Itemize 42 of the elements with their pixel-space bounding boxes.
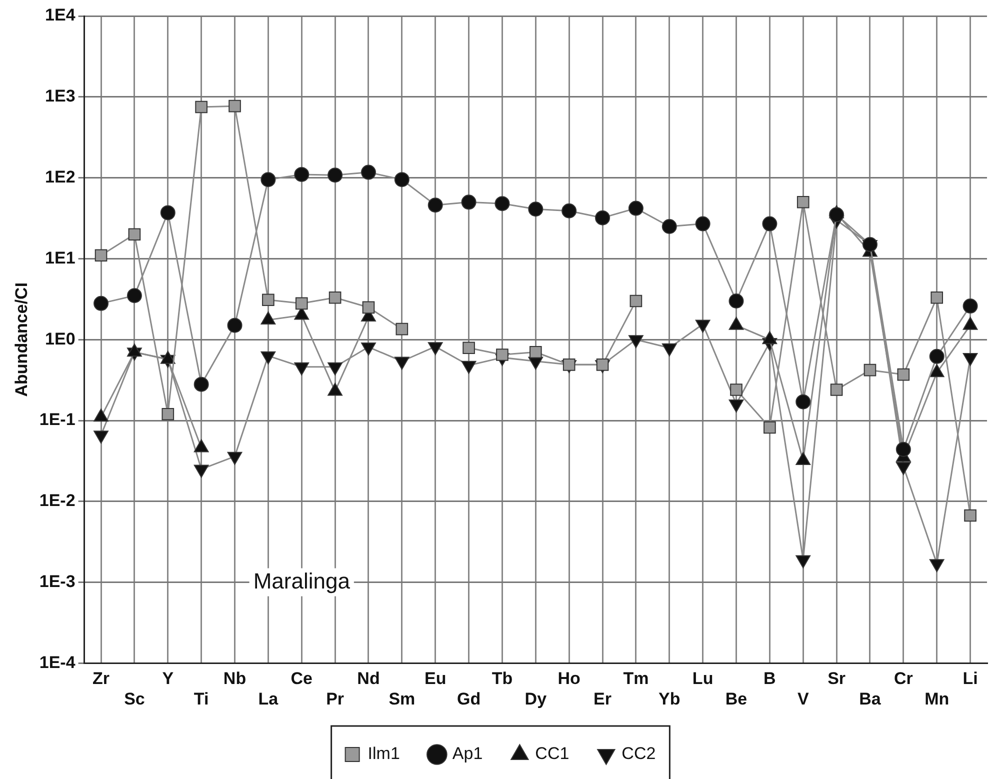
x-tick-label: V xyxy=(797,689,810,708)
y-tick-label: 1E4 xyxy=(45,6,76,25)
x-tick-label: La xyxy=(258,689,279,708)
x-tick-label: Y xyxy=(162,669,174,688)
x-tick-label: Er xyxy=(594,689,612,708)
y-axis-title: Abundance/CI xyxy=(12,282,31,397)
x-tick-label: Ba xyxy=(859,689,882,708)
x-tick-label: Sm xyxy=(388,689,416,708)
y-tick-label: 1E1 xyxy=(45,248,76,268)
legend-label: CC1 xyxy=(535,744,570,764)
legend-label: Ilm1 xyxy=(368,744,400,764)
legend-label: CC2 xyxy=(622,744,656,764)
x-tick-label: Zr xyxy=(92,669,110,688)
x-tick-label: Ho xyxy=(558,669,580,688)
x-tick-label: Ti xyxy=(194,689,209,708)
x-tick-label: Tm xyxy=(623,669,649,688)
x-tick-label: Cr xyxy=(894,669,914,688)
x-tick-label: Gd xyxy=(456,689,481,708)
x-tick-label: Be xyxy=(725,689,748,708)
x-tick-label: Ce xyxy=(290,669,312,688)
y-tick-label: 1E2 xyxy=(45,167,76,186)
x-tick-label: Tb xyxy=(492,669,513,688)
y-tick-label: 1E3 xyxy=(45,86,76,106)
y-tick-label: 1E-2 xyxy=(39,491,76,510)
x-tick-label: Li xyxy=(962,669,978,688)
x-tick-label: Mn xyxy=(924,689,950,708)
x-tick-label: Lu xyxy=(692,669,714,688)
x-tick-label: Eu xyxy=(424,669,446,688)
y-tick-label: 1E-4 xyxy=(39,652,76,672)
x-tick-label: Nd xyxy=(357,669,380,688)
x-tick-label: B xyxy=(764,669,776,688)
x-tick-label: Pr xyxy=(326,689,344,708)
y-tick-label: 1E-1 xyxy=(39,410,76,430)
x-tick-label: Yb xyxy=(658,689,680,708)
y-tick-label: 1E-3 xyxy=(39,572,76,591)
x-tick-label: Sr xyxy=(828,669,846,688)
annotation: Maralinga xyxy=(253,568,351,594)
y-tick-label: 1E0 xyxy=(45,329,76,348)
legend-label: Ap1 xyxy=(452,744,483,764)
x-tick-label: Sc xyxy=(124,689,145,708)
x-tick-label: Dy xyxy=(524,689,548,708)
x-tick-label: Nb xyxy=(223,669,246,688)
